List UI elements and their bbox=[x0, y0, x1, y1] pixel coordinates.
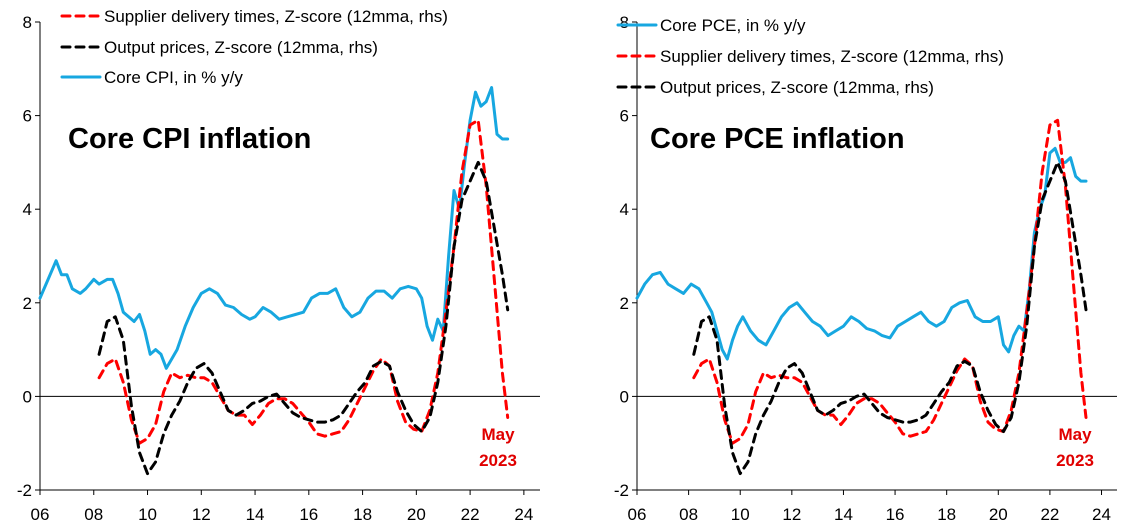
y-tick-label: 6 bbox=[620, 107, 629, 126]
y-tick-label: 4 bbox=[620, 200, 629, 219]
x-tick-label: 12 bbox=[192, 505, 211, 524]
x-tick-label: 18 bbox=[937, 505, 956, 524]
x-tick-label: 24 bbox=[1092, 505, 1111, 524]
chart-title: Core CPI inflation bbox=[68, 123, 311, 155]
x-tick-label: 10 bbox=[731, 505, 750, 524]
series-line-output bbox=[97, 160, 510, 476]
y-tick-label: 2 bbox=[620, 294, 629, 313]
legend-label-output: Output prices, Z-score (12mma, rhs) bbox=[104, 38, 378, 57]
legend-label-core: Core CPI, in % y/y bbox=[104, 68, 243, 87]
x-tick-label: 22 bbox=[1040, 505, 1059, 524]
series-line-core bbox=[38, 86, 510, 370]
chart-panel-pce: -2 0 2 4 6 8 06 08 10 12 14 16 18 20 22 24 Core PCE, in … bbox=[562, 0, 1123, 530]
annotation-may-2023: May bbox=[481, 425, 515, 444]
x-tick-label: 12 bbox=[782, 505, 801, 524]
x-tick-label: 08 bbox=[679, 505, 698, 524]
annotation-may-2023: 2023 bbox=[479, 451, 517, 470]
y-tick-label: 0 bbox=[620, 387, 629, 406]
x-tick-label: 16 bbox=[299, 505, 318, 524]
y-tick-label: 2 bbox=[23, 294, 32, 313]
y-tick-label: 8 bbox=[620, 13, 629, 32]
y-tick-label: -2 bbox=[17, 481, 32, 500]
chart-panel-cpi: -2 0 2 4 6 8 06 08 10 12 14 16 18 20 22 24 Supplier deli… bbox=[17, 7, 540, 524]
chart-title: Core PCE inflation bbox=[650, 123, 905, 155]
x-tick-label: 06 bbox=[31, 505, 50, 524]
legend-label-supplier: Supplier delivery times, Z-score (12mma,… bbox=[104, 7, 448, 26]
y-tick-label: 4 bbox=[23, 200, 32, 219]
legend-label-supplier: Supplier delivery times, Z-score (12mma,… bbox=[660, 47, 1004, 66]
series-line-output bbox=[692, 160, 1088, 476]
legend-label-output: Output prices, Z-score (12mma, rhs) bbox=[660, 78, 934, 97]
annotation-may-2023: May bbox=[1058, 425, 1092, 444]
x-tick-label: 10 bbox=[138, 505, 157, 524]
x-tick-label: 16 bbox=[886, 505, 905, 524]
series-line-supplier bbox=[692, 118, 1088, 445]
y-tick-label: 0 bbox=[23, 387, 32, 406]
x-tick-label: 06 bbox=[628, 505, 647, 524]
x-tick-label: 14 bbox=[246, 505, 265, 524]
series-line-core bbox=[635, 146, 1088, 361]
legend-label-core: Core PCE, in % y/y bbox=[660, 16, 806, 35]
x-tick-label: 08 bbox=[84, 505, 103, 524]
x-tick-label: 14 bbox=[834, 505, 853, 524]
x-tick-label: 24 bbox=[514, 505, 533, 524]
x-tick-label: 20 bbox=[407, 505, 426, 524]
x-tick-label: 18 bbox=[353, 505, 372, 524]
x-tick-label: 22 bbox=[461, 505, 480, 524]
y-tick-label: -2 bbox=[614, 481, 629, 500]
annotation-may-2023: 2023 bbox=[1056, 451, 1094, 470]
x-tick-label: 20 bbox=[989, 505, 1008, 524]
y-tick-label: 8 bbox=[23, 13, 32, 32]
y-tick-label: 6 bbox=[23, 107, 32, 126]
